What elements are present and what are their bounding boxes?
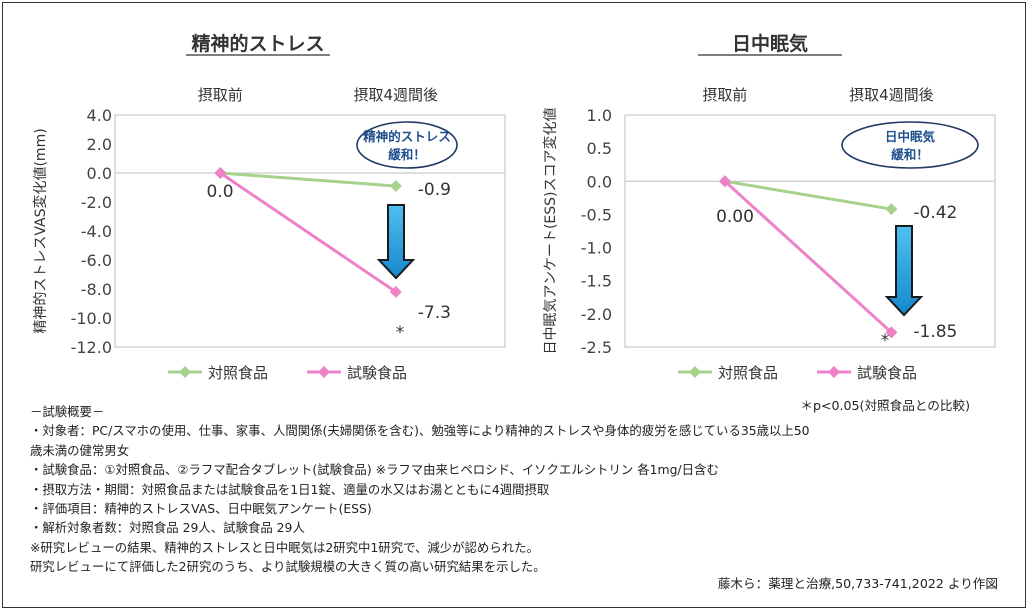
y-tick-label: -10.0: [71, 309, 112, 328]
control-series-point: [389, 180, 402, 193]
stress-chart: 精神的ストレス 4.0 2.0 0.0 -2.0 -4.0 -6.0 -8.0 -10.0 -12…: [32, 32, 506, 382]
notes-review-result: ※研究レビューの結果、精神的ストレスと日中眠気は2研究中1研究で、減少が認められ…: [30, 539, 539, 555]
notes-test-food: ・試験食品：①対照食品、②ラフマ配合タブレット(試験食品) ※ラフマ由来ヒペロシ…: [30, 462, 719, 478]
legend-test-marker: [318, 366, 330, 378]
test-series-point: [885, 326, 898, 339]
chart-title: 日中眠気: [732, 32, 808, 55]
category-label: 摂取前: [198, 86, 243, 104]
sleepiness-chart: 日中眠気 1.0 0.5 0.0 -0.5 -1.0 -1.5 -2.0 -2.5 日中眠気アンケ…: [542, 32, 996, 382]
relief-badge-line2: 緩和！: [388, 147, 426, 162]
test-series-value-label: -1.85: [913, 322, 957, 342]
notes-subjects-cont: 歳未満の健常男女: [30, 442, 130, 458]
chart-title: 精神的ストレス: [191, 32, 324, 55]
down-arrow-icon: [884, 225, 924, 317]
significance-mark: *: [881, 331, 890, 351]
control-series-line: [220, 171, 396, 188]
test-series-value-label: -7.3: [418, 303, 451, 323]
test-series-line: [219, 171, 397, 294]
charts-canvas: 精神的ストレス 4.0 2.0 0.0 -2.0 -4.0 -6.0 -8.0 -10.0 -12…: [32, 32, 996, 382]
plot-frame: [624, 114, 996, 348]
y-tick-label: -6.0: [81, 251, 112, 270]
significance-mark: *: [396, 323, 405, 343]
y-tick-label: 0.5: [587, 139, 612, 158]
y-axis-label: 精神的ストレスVAS変化値(mm): [32, 128, 49, 333]
y-tick-label: -8.0: [81, 280, 112, 299]
y-tick-label: 1.0: [587, 106, 612, 125]
relief-badge-line2: 緩和！: [891, 147, 929, 162]
notes-subjects: ・対象者：PC/スマホの使用、仕事、家事、人間関係(夫婦関係を含む)、勉強等によ…: [30, 423, 810, 439]
citation: 藤木ら：薬理と治療,50,733-741,2022 より作図: [717, 576, 998, 591]
significance-note: ＊p<0.05(対照食品との比較): [800, 398, 970, 413]
control-series-point: [885, 203, 898, 216]
start-value-label: 0.0: [206, 182, 233, 202]
legend-test-marker: [828, 366, 840, 378]
start-value-label: 0.00: [716, 207, 754, 227]
control-series-value-label: -0.42: [913, 203, 957, 223]
y-tick-label: -12.0: [71, 338, 112, 357]
y-axis-label: 日中眠気アンケート(ESS)スコア変化値: [542, 108, 559, 355]
y-tick-label: 0.0: [587, 172, 612, 191]
category-label: 摂取4週間後: [354, 86, 439, 104]
down-arrow-icon: [376, 204, 416, 280]
legend-control-marker: [179, 366, 191, 378]
y-tick-label: 0.0: [87, 164, 112, 183]
notes-endpoints: ・評価項目：精神的ストレスVAS、日中眠気アンケート(ESS): [30, 501, 372, 517]
notes-method: ・摂取方法・期間：対照食品または試験食品を1日1錠、適量の水又はお湯とともに4週…: [30, 481, 550, 497]
relief-badge: [841, 121, 979, 169]
test-series-point: [718, 175, 731, 188]
notes-review-scope: 研究レビューにて評価した2研究のうち、より試験規模の大きく質の高い研究結果を示し…: [30, 559, 546, 575]
y-tick-label: 2.0: [87, 135, 112, 154]
legend-control-label: 対照食品: [718, 364, 778, 382]
legend-test-label: 試験食品: [857, 364, 917, 382]
category-label: 摂取前: [702, 86, 747, 104]
relief-badge-line1: 精神的ストレス: [363, 129, 451, 144]
notes-heading: －試験概要－: [30, 404, 105, 419]
y-tick-label: 4.0: [87, 106, 112, 125]
y-tick-label: -2.0: [81, 193, 112, 212]
y-tick-label: -4.0: [81, 222, 112, 241]
notes-subject-count: ・解析対象者数：対照食品 29人、試験食品 29人: [30, 520, 305, 536]
y-tick-label: -2.0: [581, 305, 612, 324]
category-label: 摂取4週間後: [849, 86, 934, 104]
study-overview: －試験概要－ ・対象者：PC/スマホの使用、仕事、家事、人間関係(夫婦関係を含む…: [30, 402, 1010, 577]
legend-test-label: 試験食品: [347, 364, 407, 382]
legend-control-marker: [689, 366, 701, 378]
control-series-value-label: -0.9: [418, 180, 451, 200]
test-series-point: [214, 167, 227, 179]
y-tick-label: -1.0: [581, 239, 612, 258]
plot-frame: [114, 114, 506, 348]
test-series-line: [723, 180, 893, 334]
y-tick-label: -0.5: [581, 205, 612, 224]
y-tick-label: -1.5: [581, 272, 612, 291]
relief-badge: [356, 121, 458, 169]
relief-badge-line1: 日中眠気: [885, 129, 936, 144]
legend-control-label: 対照食品: [208, 364, 268, 382]
test-series-point: [389, 285, 402, 298]
y-tick-label: -2.5: [581, 338, 612, 357]
control-series-line: [724, 179, 892, 211]
